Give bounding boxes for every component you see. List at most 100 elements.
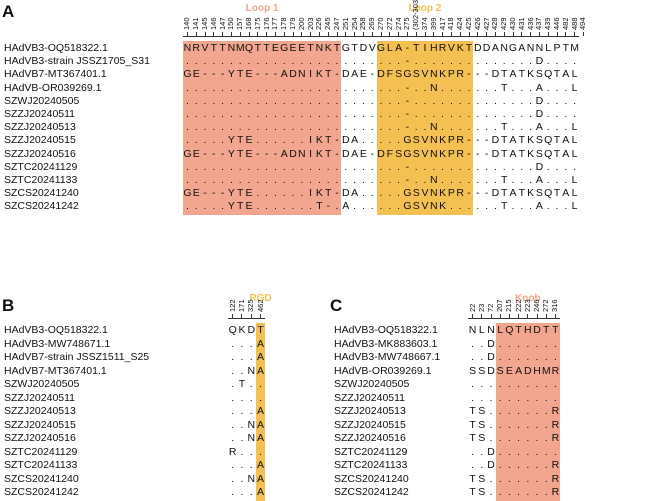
residue-cell: G — [183, 147, 192, 160]
position-label: 200 — [296, 17, 306, 30]
residue-cell: G — [280, 42, 289, 54]
residue-cell: T — [219, 42, 226, 54]
residue-cell: . — [212, 108, 216, 120]
sequence-name: SZZJ20240513 — [4, 121, 76, 134]
residue-cell: . — [335, 121, 339, 134]
residue-cell: D — [487, 445, 495, 458]
residue-cell: . — [300, 94, 304, 107]
position-label: 207 — [495, 299, 505, 312]
residue-cell: . — [573, 55, 577, 68]
residue-cell: . — [498, 486, 502, 498]
residue-cell: . — [535, 418, 539, 431]
residue-cell: . — [238, 55, 242, 68]
position-label: 23 — [476, 303, 486, 312]
residue-cell: N — [247, 364, 256, 377]
residue-cell: . — [231, 391, 235, 404]
residue-cell: . — [194, 134, 198, 147]
residue-cell: D — [341, 187, 350, 200]
residue-cell: . — [370, 81, 374, 94]
position-label: 374 — [420, 17, 429, 30]
residue-cell: . — [511, 174, 515, 186]
residue-cell: R — [551, 418, 560, 431]
residue-cell: . — [265, 108, 269, 120]
position-tick — [327, 32, 329, 36]
residue-cell: . — [517, 445, 521, 458]
residue-cell: K — [527, 134, 535, 147]
sequence-name: SZZJ20240516 — [334, 432, 406, 444]
residue-cell: . — [353, 94, 357, 107]
residue-cell: . — [249, 378, 253, 390]
residue-cell: - — [203, 187, 207, 200]
residue-cell: . — [282, 134, 286, 147]
residue-cell: . — [507, 445, 511, 458]
sequence-name: SZZJ20240513 — [4, 405, 76, 417]
residue-cell: . — [535, 378, 539, 390]
residue-cell: . — [194, 200, 198, 213]
position-label: 462 — [255, 299, 265, 312]
residue-cell: . — [449, 160, 453, 173]
residue-cell: . — [493, 55, 497, 68]
residue-cell: . — [517, 378, 521, 390]
residue-cell: . — [379, 187, 383, 200]
position-tick — [508, 314, 510, 318]
position-tick — [389, 32, 391, 36]
residue-cell: . — [520, 81, 524, 94]
residue-cell: . — [231, 418, 235, 431]
residue-cell: . — [256, 174, 260, 186]
residue-cell: T — [351, 42, 358, 54]
residue-cell: . — [282, 55, 286, 68]
sequence-name: SZWJ20240505 — [334, 378, 410, 390]
residue-cell: . — [353, 200, 357, 213]
residue-cell: . — [555, 200, 559, 213]
position-label: 223 — [522, 299, 532, 312]
residue-cell: . — [553, 391, 557, 404]
residue-cell: . — [511, 55, 515, 68]
residue-cell: K — [315, 68, 323, 81]
residue-cell: T — [500, 134, 508, 147]
residue-cell: . — [265, 94, 269, 107]
residue-cell: . — [555, 94, 559, 107]
residue-cell: . — [309, 160, 313, 173]
residue-cell: . — [507, 432, 511, 444]
residue-cell: . — [388, 160, 392, 173]
residue-cell: . — [441, 55, 445, 68]
residue-cell: - — [484, 147, 489, 160]
residue-cell: . — [291, 94, 295, 107]
residue-cell: M — [235, 42, 245, 54]
sequence-name: SZWJ20240505 — [4, 94, 80, 107]
region-highlight — [255, 323, 266, 501]
residue-cell: . — [317, 55, 321, 68]
residue-cell: . — [544, 418, 548, 431]
position-tick — [545, 314, 547, 318]
residue-cell: . — [449, 108, 453, 120]
residue-cell: - — [405, 174, 410, 186]
residue-cell: . — [546, 108, 550, 120]
residue-cell: T — [500, 121, 508, 134]
residue-cell: . — [397, 134, 401, 147]
residue-cell: . — [249, 486, 253, 498]
residue-cell: . — [256, 81, 260, 94]
residue-cell: . — [317, 108, 321, 120]
residue-cell: A — [342, 200, 350, 213]
residue-cell: D — [247, 324, 256, 336]
residue-cell: . — [480, 459, 484, 471]
residue-cell: . — [194, 160, 198, 173]
residue-cell: . — [441, 160, 445, 173]
residue-cell: A — [257, 364, 265, 377]
residue-cell: T — [500, 68, 508, 81]
residue-cell: . — [256, 121, 260, 134]
residue-cell: . — [414, 160, 418, 173]
residue-cell: . — [526, 418, 530, 431]
residue-cell: T — [552, 324, 559, 336]
sequence-name: SZZJ20240511 — [4, 108, 76, 120]
residue-cell: D — [491, 68, 500, 81]
position-label: 168 — [244, 17, 253, 30]
residue-cell: . — [449, 121, 453, 134]
residue-cell: A — [509, 147, 517, 160]
residue-cell: . — [498, 459, 502, 471]
residue-cell: . — [249, 391, 253, 404]
residue-cell: . — [449, 174, 453, 186]
residue-cell: . — [388, 187, 392, 200]
residue-cell: G — [341, 42, 350, 54]
position-tick — [521, 32, 523, 36]
